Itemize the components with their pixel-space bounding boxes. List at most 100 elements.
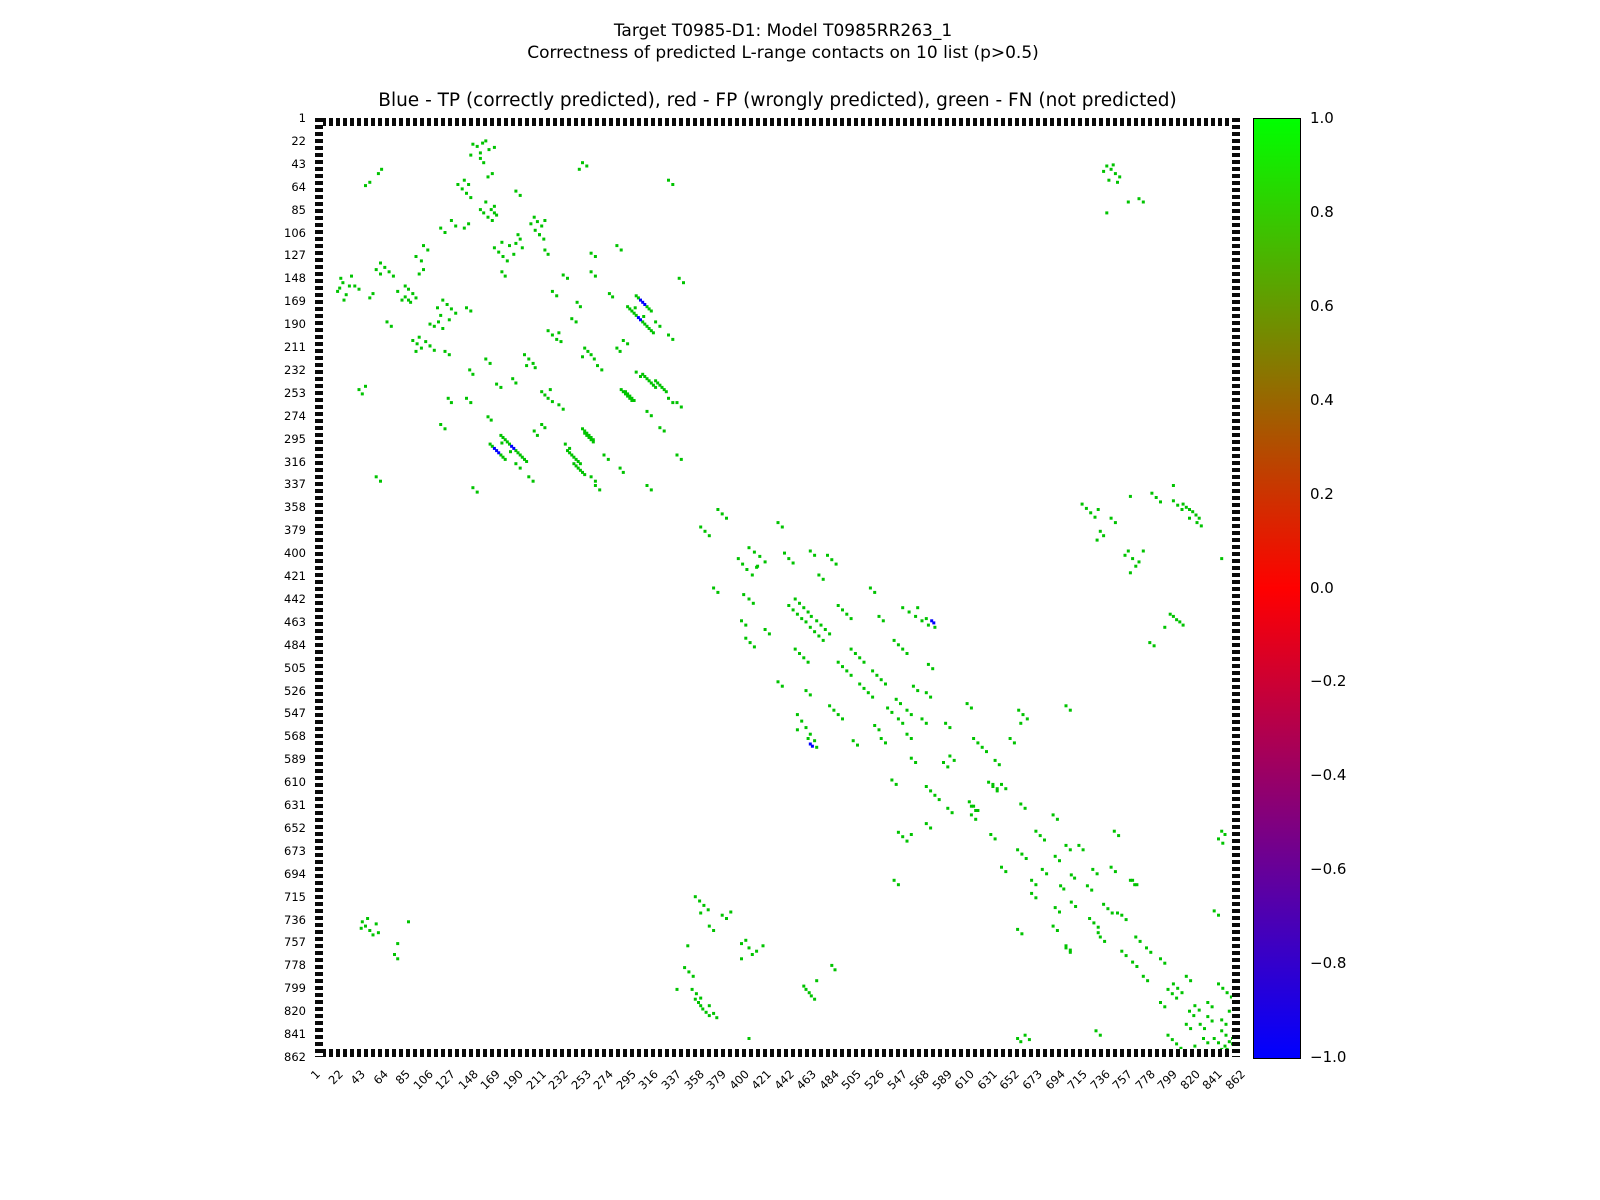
contact-point <box>671 183 675 186</box>
contact-point <box>387 270 391 274</box>
contact-point <box>1145 946 1148 950</box>
contact-point <box>520 246 524 250</box>
contact-point <box>1113 870 1117 874</box>
y-tick-label: 736 <box>284 912 306 927</box>
contact-point <box>495 213 499 217</box>
contact-point <box>1025 717 1029 721</box>
contact-point <box>1096 931 1100 935</box>
contact-point <box>1094 1029 1098 1033</box>
contact-point <box>449 219 453 222</box>
contact-point <box>995 789 999 793</box>
contact-point <box>643 322 647 326</box>
contact-point <box>976 809 980 812</box>
contact-point <box>618 349 622 353</box>
contact-point <box>632 399 636 402</box>
contact-point <box>751 601 755 605</box>
contact-point <box>1195 521 1199 525</box>
contact-point <box>920 619 924 623</box>
contact-point <box>924 691 928 695</box>
contact-point <box>468 368 472 372</box>
contact-point <box>492 211 496 215</box>
contact-point <box>767 632 771 636</box>
contact-point <box>1030 891 1034 895</box>
contact-point <box>813 630 817 634</box>
contact-point <box>1128 494 1132 498</box>
contact-point <box>1064 843 1068 847</box>
contact-point <box>745 568 749 571</box>
contact-point <box>682 281 685 285</box>
contact-point <box>969 813 973 817</box>
contact-point <box>514 462 518 466</box>
contact-point <box>589 353 593 357</box>
contact-point <box>1008 737 1012 740</box>
contact-point <box>806 737 810 740</box>
contact-point <box>747 946 751 950</box>
contact-point <box>1043 838 1046 842</box>
contact-point <box>619 248 623 252</box>
contact-point <box>1126 200 1130 204</box>
contact-point <box>1012 741 1016 745</box>
contact-point <box>712 1011 716 1015</box>
contact-point <box>492 204 496 208</box>
contact-point <box>475 490 479 494</box>
contact-point <box>901 835 905 839</box>
contact-point <box>1038 834 1042 838</box>
contact-point <box>752 645 756 649</box>
contact-point <box>1137 197 1141 201</box>
contact-point <box>639 375 642 378</box>
contact-point <box>495 382 499 386</box>
contact-point <box>662 388 666 392</box>
contact-point <box>924 785 928 788</box>
contact-point <box>596 364 599 368</box>
contact-point <box>634 294 638 298</box>
contact-point <box>1152 644 1156 648</box>
y-tick-label: 547 <box>284 706 306 721</box>
contact-point <box>531 479 535 483</box>
contact-point <box>581 355 584 359</box>
contact-point <box>748 641 752 645</box>
contact-point <box>1124 918 1128 922</box>
contact-point <box>411 292 415 296</box>
contact-point <box>1217 837 1220 841</box>
scatter-series-tp <box>492 298 936 748</box>
contact-point <box>1016 927 1020 931</box>
contact-point <box>561 407 565 411</box>
contact-point <box>1120 913 1124 917</box>
contact-point <box>750 953 754 956</box>
contact-point <box>634 370 638 374</box>
contact-point <box>376 172 380 176</box>
contact-point <box>802 606 806 610</box>
contact-point <box>1133 883 1137 887</box>
contact-point <box>1171 499 1175 503</box>
contact-point <box>791 561 795 565</box>
contact-point <box>679 457 683 461</box>
contact-point <box>969 804 973 808</box>
contact-point <box>643 375 647 378</box>
contact-point <box>516 233 520 237</box>
plot-frame-bottom <box>315 1049 1240 1057</box>
contact-point <box>641 300 645 304</box>
contact-point <box>720 512 724 516</box>
contact-point <box>570 317 574 321</box>
contact-point <box>426 248 430 252</box>
contact-point <box>475 144 479 148</box>
contact-point <box>532 215 536 219</box>
contact-point <box>525 460 529 463</box>
contact-point <box>1109 167 1113 171</box>
contact-point <box>417 272 421 276</box>
contact-point <box>566 449 569 453</box>
contact-point <box>1197 1008 1201 1012</box>
contact-point <box>492 446 496 450</box>
contact-point <box>467 183 471 186</box>
contact-point <box>428 344 432 348</box>
y-tick-label: 778 <box>284 958 306 973</box>
y-tick-label: 400 <box>284 546 306 561</box>
contact-point <box>471 142 475 146</box>
contact-point <box>1090 888 1094 892</box>
contact-point <box>972 737 976 740</box>
contact-point <box>654 385 658 389</box>
contact-point <box>1184 505 1188 509</box>
contact-point <box>758 554 762 558</box>
contact-point <box>550 289 554 293</box>
contact-point <box>1217 1041 1220 1045</box>
